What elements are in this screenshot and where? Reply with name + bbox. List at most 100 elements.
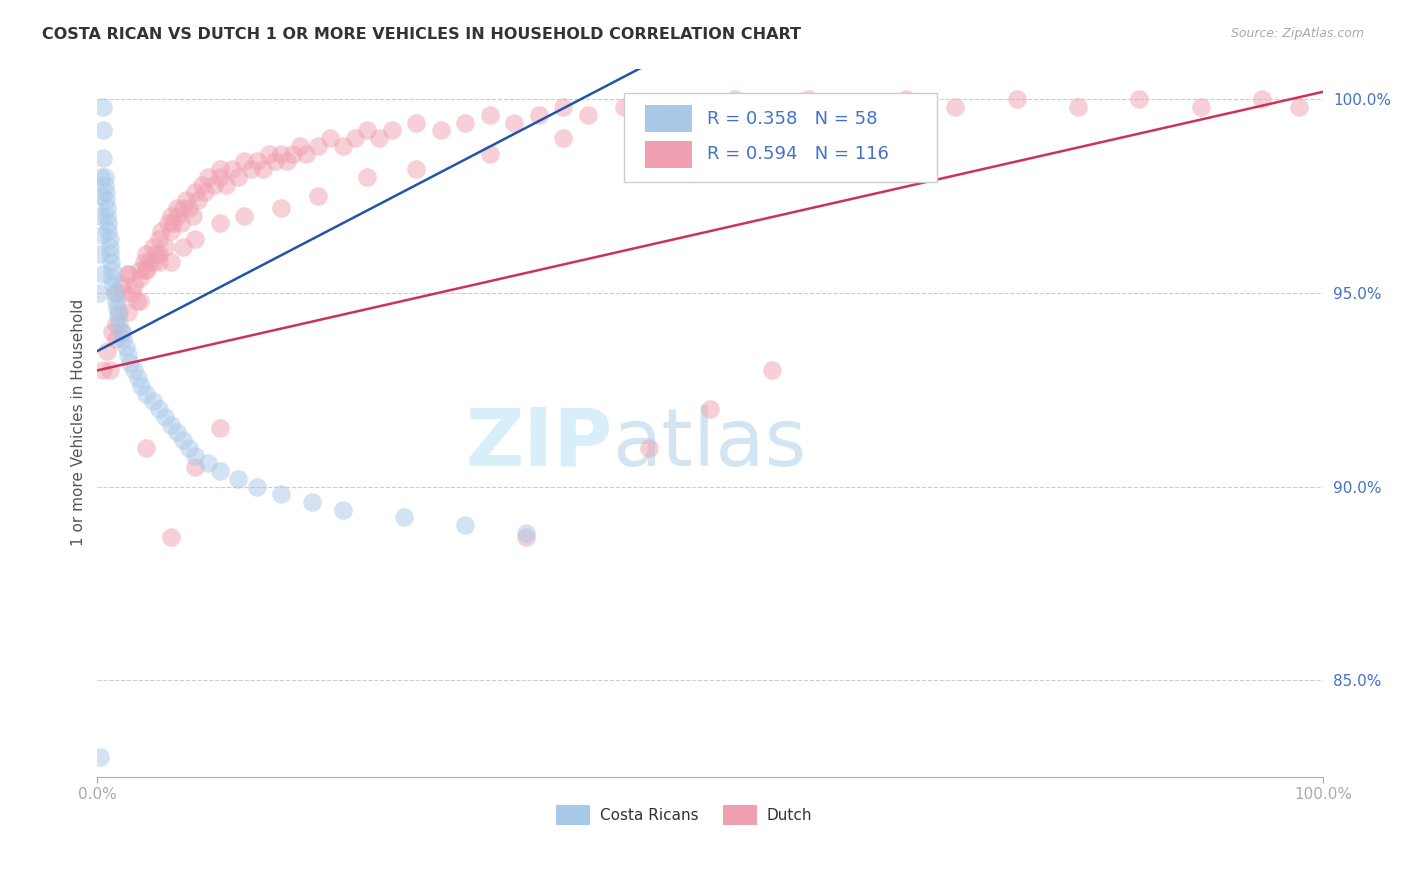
Point bbox=[127, 371, 149, 385]
Point bbox=[104, 293, 127, 308]
Point bbox=[166, 201, 188, 215]
Point bbox=[252, 162, 274, 177]
Point bbox=[626, 123, 648, 137]
Point bbox=[117, 267, 139, 281]
Point bbox=[208, 169, 231, 184]
Point bbox=[94, 186, 117, 200]
Text: Dutch: Dutch bbox=[766, 807, 813, 822]
Point bbox=[172, 201, 194, 215]
Point bbox=[613, 100, 636, 114]
Point bbox=[108, 305, 131, 319]
FancyBboxPatch shape bbox=[555, 805, 591, 825]
FancyBboxPatch shape bbox=[723, 805, 756, 825]
Point bbox=[141, 394, 163, 409]
Point bbox=[257, 146, 280, 161]
Point bbox=[724, 93, 747, 107]
Point bbox=[129, 270, 152, 285]
Point bbox=[197, 169, 219, 184]
Point bbox=[184, 232, 207, 246]
Point bbox=[307, 189, 329, 203]
Point bbox=[90, 169, 112, 184]
Point bbox=[392, 510, 415, 524]
Point bbox=[166, 425, 188, 440]
Point bbox=[208, 464, 231, 478]
Point bbox=[264, 154, 287, 169]
Point bbox=[1128, 93, 1150, 107]
Point bbox=[276, 154, 298, 169]
Point bbox=[405, 162, 427, 177]
Point bbox=[184, 460, 207, 475]
Point bbox=[166, 209, 188, 223]
Point bbox=[101, 262, 124, 277]
Point bbox=[172, 239, 194, 253]
Point bbox=[100, 255, 122, 269]
Point bbox=[553, 100, 575, 114]
Point bbox=[111, 325, 134, 339]
Point bbox=[135, 247, 157, 261]
Point bbox=[93, 267, 115, 281]
Point bbox=[121, 285, 143, 300]
Point bbox=[98, 363, 121, 377]
Point bbox=[91, 227, 114, 242]
Point bbox=[160, 224, 183, 238]
Point bbox=[172, 433, 194, 447]
Point bbox=[93, 123, 115, 137]
Point bbox=[170, 216, 193, 230]
Point bbox=[208, 216, 231, 230]
Point bbox=[246, 479, 269, 493]
Text: R = 0.594   N = 116: R = 0.594 N = 116 bbox=[707, 145, 889, 163]
Point bbox=[1005, 93, 1028, 107]
Point bbox=[283, 146, 305, 161]
Point bbox=[160, 255, 183, 269]
Point bbox=[96, 201, 118, 215]
Point bbox=[103, 278, 125, 293]
Point bbox=[97, 216, 120, 230]
Point bbox=[288, 139, 311, 153]
Point bbox=[135, 386, 157, 401]
Point bbox=[184, 186, 207, 200]
Point bbox=[148, 232, 170, 246]
Point bbox=[160, 417, 183, 432]
Point bbox=[270, 201, 292, 215]
Point bbox=[301, 495, 323, 509]
Point bbox=[101, 270, 124, 285]
Point bbox=[148, 402, 170, 417]
Point bbox=[228, 472, 250, 486]
Point bbox=[896, 93, 918, 107]
Point bbox=[246, 154, 269, 169]
Point bbox=[111, 325, 134, 339]
Point bbox=[761, 100, 783, 114]
Point bbox=[104, 285, 127, 300]
Point bbox=[343, 131, 366, 145]
Point bbox=[141, 255, 163, 269]
Point bbox=[89, 750, 111, 764]
Point bbox=[194, 186, 217, 200]
Point bbox=[405, 116, 427, 130]
Point bbox=[98, 239, 121, 253]
Point bbox=[208, 421, 231, 435]
Point bbox=[187, 193, 209, 207]
Point bbox=[148, 255, 170, 269]
Point bbox=[96, 209, 118, 223]
Point bbox=[129, 262, 152, 277]
Point bbox=[117, 348, 139, 362]
Point bbox=[153, 409, 176, 424]
Point bbox=[650, 108, 672, 122]
Point bbox=[89, 247, 111, 261]
Point bbox=[93, 100, 115, 114]
Point bbox=[160, 209, 183, 223]
Point bbox=[553, 131, 575, 145]
Point bbox=[208, 162, 231, 177]
Point bbox=[454, 116, 477, 130]
Point bbox=[93, 169, 115, 184]
Point bbox=[150, 224, 173, 238]
Point bbox=[117, 305, 139, 319]
Point bbox=[138, 255, 160, 269]
Text: Costa Ricans: Costa Ricans bbox=[600, 807, 699, 822]
Point bbox=[117, 267, 139, 281]
Point bbox=[846, 100, 869, 114]
Point bbox=[319, 131, 342, 145]
Point bbox=[153, 239, 176, 253]
Point bbox=[527, 108, 550, 122]
Point bbox=[108, 317, 131, 331]
